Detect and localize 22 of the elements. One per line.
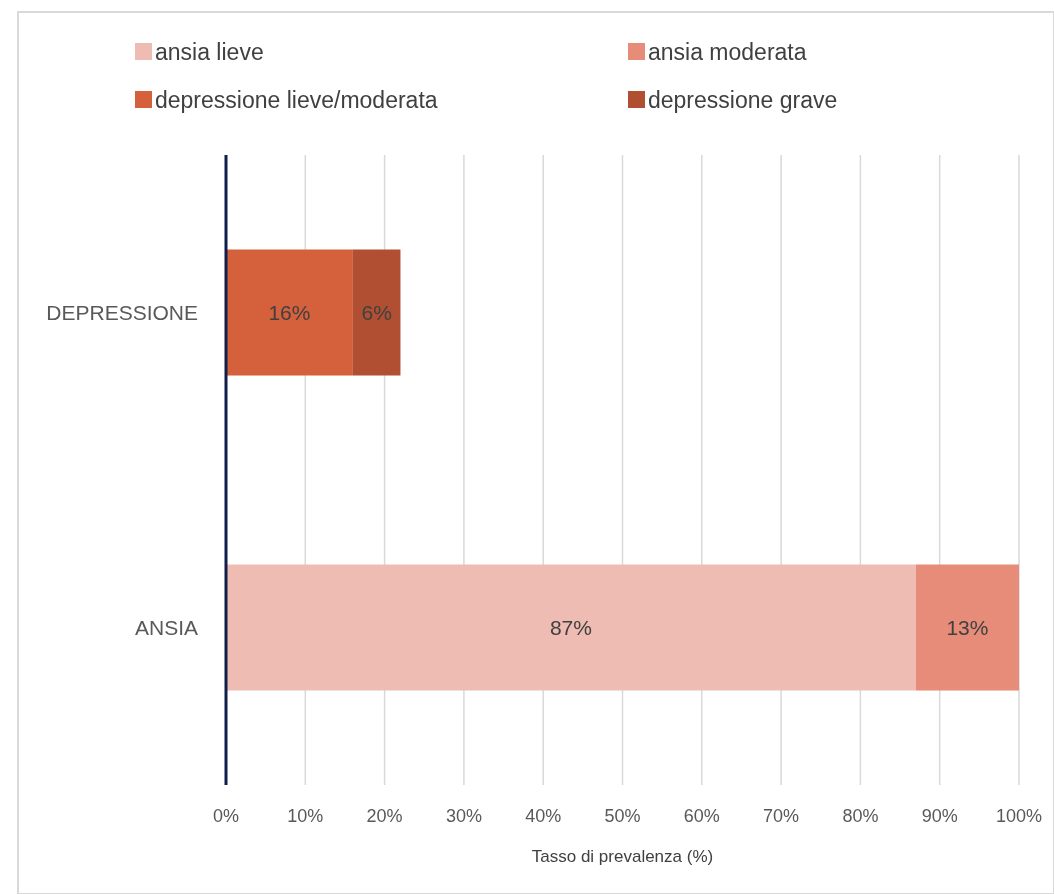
x-tick-label: 40% (525, 806, 562, 826)
data-label: 13% (946, 615, 989, 639)
legend-label: depressione grave (648, 87, 838, 114)
x-tick-label: 80% (842, 806, 879, 826)
x-tick-label: 30% (445, 806, 482, 826)
x-tick-label: 20% (366, 806, 403, 826)
data-label: 16% (268, 300, 311, 324)
x-tick-label: 0% (212, 806, 240, 826)
data-label: 6% (361, 300, 392, 324)
legend-label: ansia lieve (155, 39, 264, 66)
x-tick-label: 70% (763, 806, 800, 826)
legend-label: ansia moderata (648, 39, 807, 66)
x-tick-label: 60% (683, 806, 720, 826)
x-tick-label: 100% (995, 806, 1043, 826)
x-tick-label: 10% (287, 806, 324, 826)
y-tick-label: ANSIA (134, 615, 198, 639)
x-tick-label: 90% (921, 806, 958, 826)
x-axis-title: Tasso di prevalenza (%) (531, 847, 714, 866)
data-label: 87% (549, 615, 592, 639)
y-tick-label: DEPRESSIONE (46, 300, 198, 324)
legend-label: depressione lieve/moderata (155, 87, 438, 114)
x-tick-label: 50% (604, 806, 641, 826)
